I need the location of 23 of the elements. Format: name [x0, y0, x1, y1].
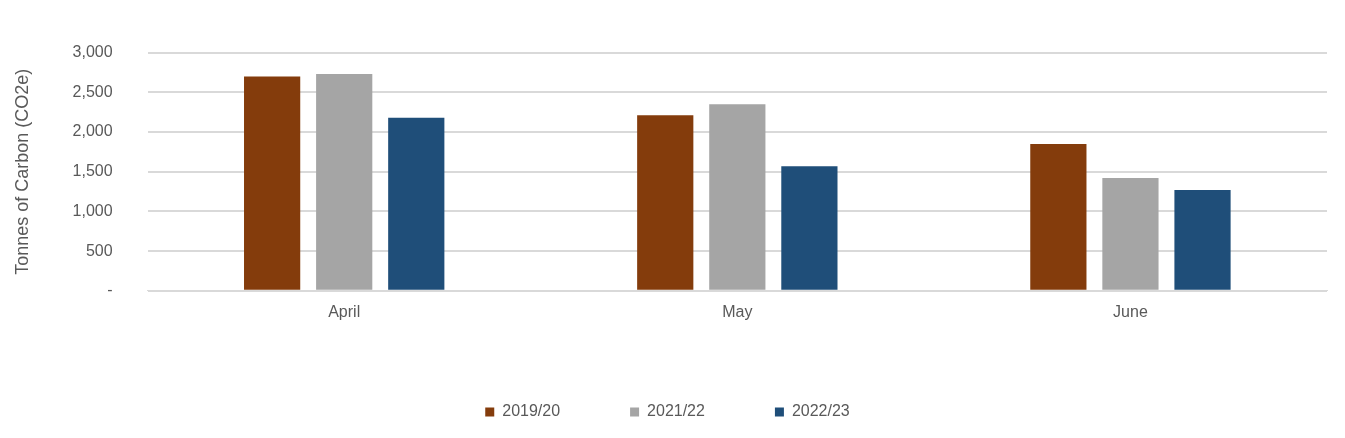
- y-tick-label: 2,000: [72, 122, 113, 140]
- y-tick-label: -: [107, 281, 113, 299]
- x-tick-label: June: [1113, 302, 1148, 320]
- bar: [316, 74, 373, 290]
- y-tick-label: 3,000: [72, 43, 113, 61]
- bar: [709, 104, 766, 290]
- x-tick-label: April: [328, 302, 361, 320]
- bar: [1174, 189, 1231, 290]
- y-tick-label: 1,000: [72, 201, 113, 219]
- y-axis-title: Tonnes of Carbon (CO2e): [11, 68, 32, 275]
- bar: [1030, 143, 1087, 290]
- bar: [388, 117, 445, 290]
- y-tick-label: 500: [85, 241, 113, 259]
- legend-label: 2022/23: [791, 402, 850, 420]
- bar: [1102, 178, 1159, 290]
- bar: [781, 166, 838, 290]
- legend-label: 2021/22: [647, 402, 706, 420]
- legend-label: 2019/20: [502, 402, 561, 420]
- bar: [244, 76, 301, 290]
- y-tick-label: 1,500: [72, 162, 113, 180]
- x-tick-label: May: [722, 302, 753, 320]
- bar: [637, 115, 694, 290]
- y-tick-label: 2,500: [72, 82, 113, 100]
